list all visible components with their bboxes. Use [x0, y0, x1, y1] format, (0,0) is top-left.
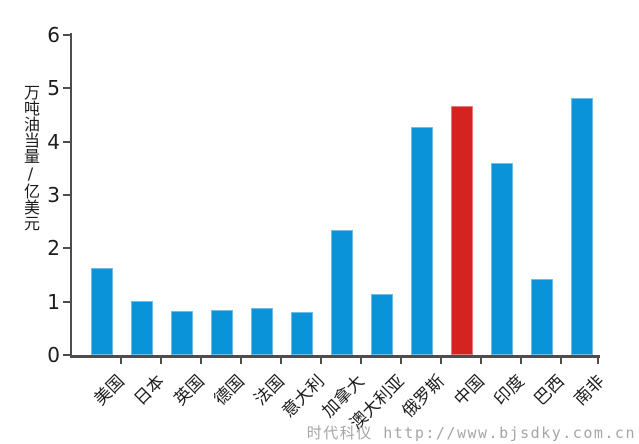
x-tick — [480, 358, 482, 364]
x-tick — [400, 358, 402, 364]
x-tick-label-south-africa: 南非 — [569, 371, 609, 410]
x-tick — [560, 358, 562, 364]
y-tick-label-1: 1 — [47, 289, 60, 314]
x-tick — [597, 358, 599, 364]
bar-uk — [170, 311, 193, 355]
bar-brazil — [530, 279, 553, 355]
x-tick-label-japan: 日本 — [129, 371, 169, 410]
x-tick-label-india: 印度 — [489, 371, 529, 410]
y-tick — [63, 194, 70, 196]
y-tick — [63, 87, 70, 90]
x-axis-line — [70, 355, 600, 358]
x-tick — [440, 358, 442, 364]
watermark: 时代科仪 http://www.bjsdky.com.cn — [306, 424, 636, 442]
x-tick-label-brazil: 巴西 — [529, 371, 569, 410]
bar-russia — [410, 127, 433, 355]
bar-france — [250, 308, 273, 355]
x-tick — [160, 358, 162, 364]
y-axis-line — [70, 33, 72, 358]
x-tick — [280, 358, 282, 364]
y-tick — [63, 140, 70, 143]
bar-china — [450, 106, 473, 355]
y-tick-label-6: 6 — [47, 23, 60, 48]
y-axis-title: 万吨油当量/亿美元 — [21, 84, 40, 231]
y-tick-label-2: 2 — [47, 236, 60, 261]
x-tick — [360, 358, 362, 364]
y-tick — [63, 300, 70, 303]
x-tick-label-usa: 美国 — [89, 371, 129, 410]
bar-india — [490, 163, 513, 355]
x-tick — [240, 358, 242, 364]
y-tick — [63, 34, 70, 37]
x-tick-label-uk: 英国 — [169, 371, 209, 410]
y-tick — [63, 247, 70, 250]
bar-usa — [90, 268, 113, 355]
x-tick-label-germany: 德国 — [209, 371, 249, 410]
x-tick — [320, 358, 322, 364]
bar-canada — [330, 230, 353, 355]
y-tick-label-3: 3 — [47, 183, 60, 207]
x-tick-label-italy: 意大利 — [277, 371, 329, 422]
bar-japan — [130, 301, 153, 355]
y-tick-label-4: 4 — [47, 129, 60, 154]
bar-germany — [210, 310, 233, 355]
x-tick-label-russia: 俄罗斯 — [397, 371, 449, 422]
x-tick — [200, 358, 202, 364]
x-tick-label-china: 中国 — [449, 371, 489, 410]
y-tick — [63, 354, 70, 356]
x-tick — [120, 358, 122, 364]
y-tick-label-5: 5 — [47, 76, 60, 101]
bar-south-africa — [570, 98, 593, 355]
x-tick — [520, 358, 522, 364]
bar-italy — [290, 312, 313, 355]
y-tick-label-0: 0 — [47, 343, 60, 367]
bar-australia — [370, 294, 393, 355]
